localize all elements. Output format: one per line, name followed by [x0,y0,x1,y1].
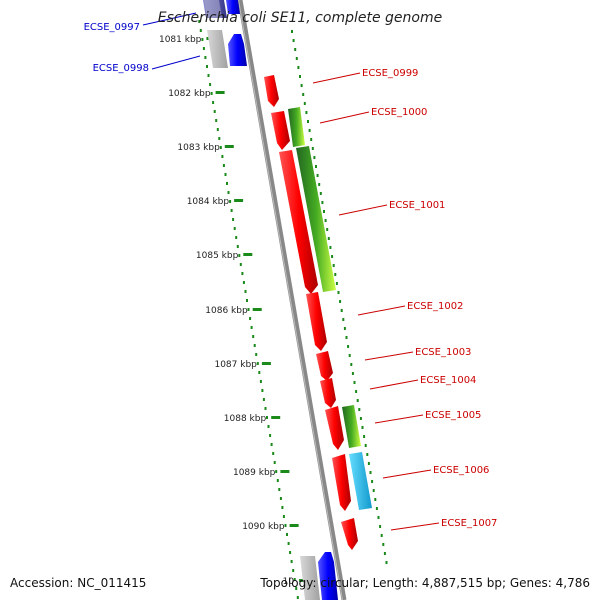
gene-ecse-1002[interactable] [306,292,327,351]
gene-ecse-1005[interactable] [325,406,344,450]
major-tick [234,199,244,202]
gene-labels: ECSE_0997 ECSE_0998 ECSE_0999 ECSE_1000 ECSE… [84,22,498,529]
tick-label: 1081 kbp [159,35,202,45]
gene-ecse-1004[interactable] [320,378,336,408]
tick-label: 1089 kbp [233,468,276,478]
gene-ecse-0997-grey[interactable] [204,0,222,18]
gene-label-ecse-1000[interactable]: ECSE_1000 [371,107,427,118]
major-tick [261,362,271,365]
tick-label: 1088 kbp [224,414,267,424]
gene-label-ecse-0998[interactable]: ECSE_0998 [93,63,149,74]
gene-label-ecse-1005[interactable]: ECSE_1005 [425,410,481,421]
major-tick [243,253,253,256]
tick-label: 1083 kbp [177,143,220,153]
gene-label-ecse-0999[interactable]: ECSE_0999 [362,68,418,79]
tick-label: 1085 kbp [196,251,239,261]
tick-label: 1084 kbp [187,197,230,207]
gene-label-ecse-1004[interactable]: ECSE_1004 [420,375,476,386]
major-tick [289,524,299,527]
gene-ecse-0998-grey[interactable] [207,30,228,68]
gene-ecse-1003[interactable] [316,351,333,381]
gene-label-ecse-1006[interactable]: ECSE_1006 [433,465,489,476]
genome-backbone [237,0,347,600]
tick-label: 10 [283,577,295,587]
forward-strand-cds [264,75,358,550]
feature-green-1000[interactable] [288,107,305,147]
gene-bottom-blue[interactable] [318,552,338,600]
gene-label-ecse-1003[interactable]: ECSE_1003 [415,347,471,358]
label-leader-lines [142,12,440,531]
gene-ecse-0999[interactable] [264,75,279,107]
feature-cyan-1006[interactable] [349,452,372,510]
outer-dotted-ruler [291,30,388,564]
gene-ecse-0997-blue[interactable] [226,0,240,14]
tick-label: 1086 kbp [205,306,248,316]
feature-green-1005[interactable] [342,405,361,448]
tick-labels: 1081 kbp 1082 kbp 1083 kbp 1084 kbp 1085 kbp… [159,35,294,587]
major-tick [271,416,281,419]
genome-title: Escherichia coli SE11, complete genome [157,10,443,26]
tick-label: 1082 kbp [168,89,211,99]
topology-text: Topology: circular; Length: 4,887,515 bp… [260,576,590,590]
gene-bottom-grey[interactable] [300,556,320,600]
reverse-strand-features [203,0,338,600]
gene-ecse-1000[interactable] [271,111,290,150]
major-tick [252,308,262,311]
major-tick [280,470,290,473]
gene-ecse-1001[interactable] [279,150,318,294]
accession-text: Accession: NC_011415 [10,576,147,590]
genome-backbone-highlight [238,0,343,600]
gene-label-ecse-1007[interactable]: ECSE_1007 [441,518,497,529]
major-tick [224,145,234,148]
gene-label-ecse-1001[interactable]: ECSE_1001 [389,200,445,211]
gene-ecse-1006[interactable] [332,454,351,511]
gene-ecse-0998-blue[interactable] [228,34,247,66]
tick-label: 1090 kbp [242,522,285,532]
inner-dotted-ruler [198,20,299,599]
gene-ecse-1007[interactable] [341,518,358,550]
gene-label-ecse-0997[interactable]: ECSE_0997 [84,22,140,33]
gene-label-ecse-1002[interactable]: ECSE_1002 [407,301,463,312]
major-tick [215,91,225,94]
feature-green-1001[interactable] [296,146,336,292]
outer-features [288,107,372,510]
tick-label: 1087 kbp [214,360,257,370]
